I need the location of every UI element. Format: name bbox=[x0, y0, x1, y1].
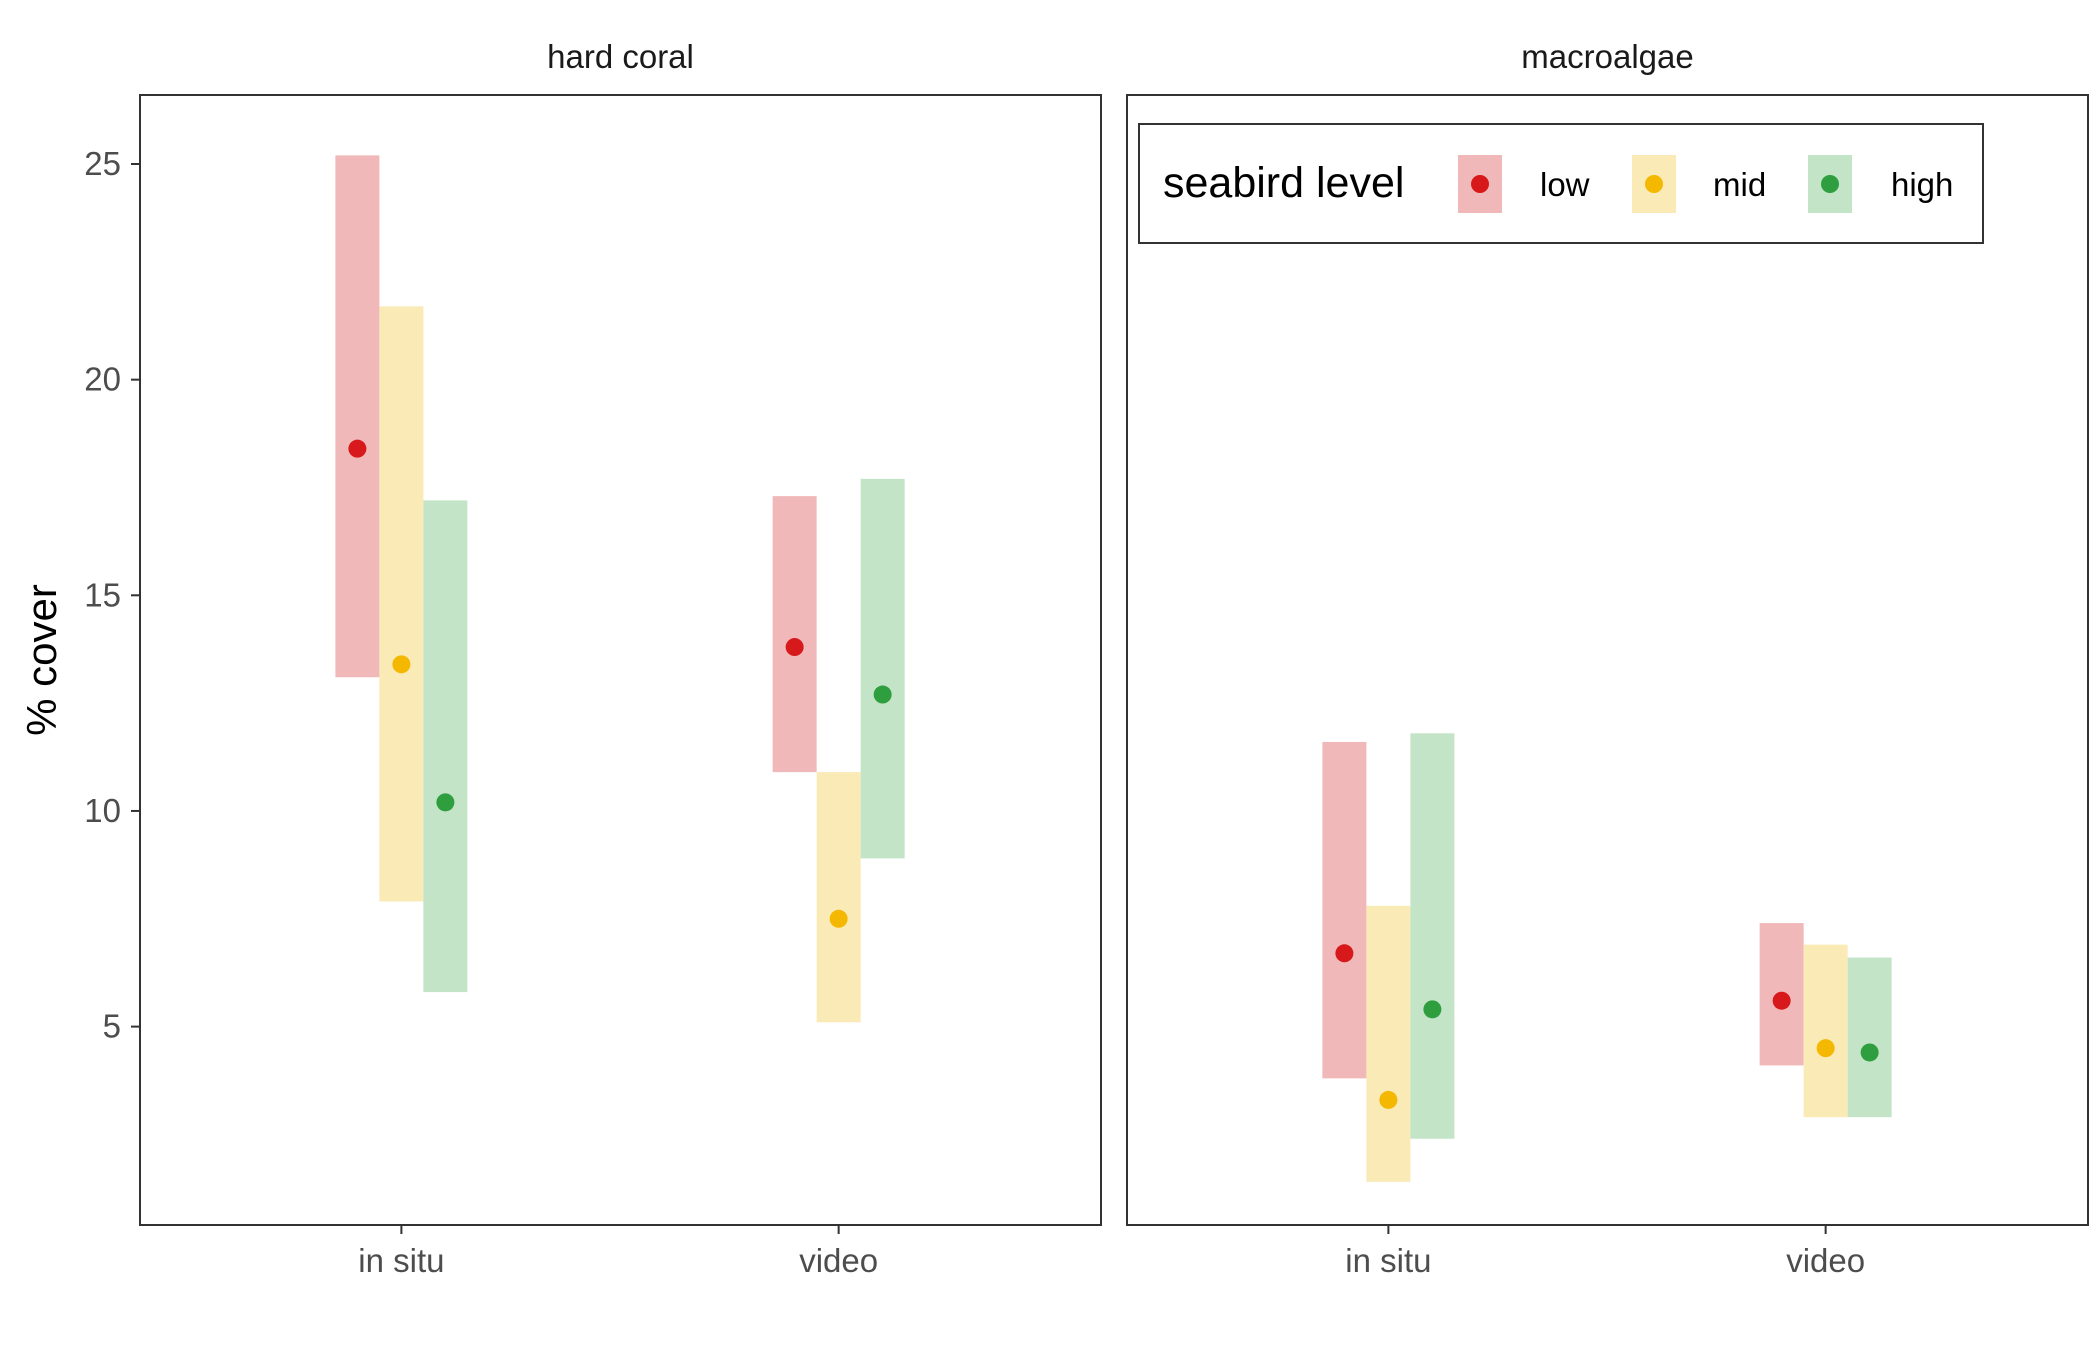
mean-point-macroalgae-in-situ-mid bbox=[1379, 1090, 1398, 1109]
interval-band-macroalgae-in-situ-high bbox=[1410, 733, 1455, 1139]
mean-point-hard-coral-in-situ-low bbox=[348, 439, 367, 458]
interval-band-hard-coral-video-low bbox=[772, 496, 817, 773]
interval-band-macroalgae-video-high bbox=[1847, 957, 1892, 1118]
panel-title-hard-coral: hard coral bbox=[547, 38, 694, 75]
x-tick-label-macroalgae-in-situ: in situ bbox=[1345, 1242, 1431, 1279]
x-tick-label-hard-coral-in-situ: in situ bbox=[358, 1242, 444, 1279]
legend-title: seabird level bbox=[1163, 159, 1404, 207]
panel-border-hard-coral bbox=[139, 94, 1102, 1226]
interval-band-hard-coral-in-situ-low bbox=[335, 155, 380, 678]
legend-key-point-high bbox=[1821, 175, 1839, 193]
interval-band-hard-coral-video-high bbox=[860, 478, 905, 859]
interval-band-macroalgae-in-situ-mid bbox=[1366, 905, 1411, 1182]
mean-point-hard-coral-video-high bbox=[873, 685, 892, 704]
y-axis-title: % cover bbox=[18, 584, 65, 736]
interval-band-macroalgae-video-mid bbox=[1803, 944, 1848, 1118]
mean-point-macroalgae-in-situ-high bbox=[1423, 1000, 1442, 1019]
legend-label-high: high bbox=[1891, 166, 1953, 203]
interval-band-hard-coral-in-situ-mid bbox=[379, 306, 424, 902]
y-tick-label-10: 10 bbox=[84, 792, 121, 829]
mean-point-hard-coral-in-situ-mid bbox=[392, 655, 411, 674]
mean-point-macroalgae-video-mid bbox=[1816, 1039, 1835, 1058]
legend-key-point-low bbox=[1471, 175, 1489, 193]
mean-point-hard-coral-video-low bbox=[785, 638, 804, 657]
legend-label-mid: mid bbox=[1713, 166, 1766, 203]
x-tick-label-macroalgae-video: video bbox=[1786, 1242, 1865, 1279]
panel-border-macroalgae bbox=[1126, 94, 2089, 1226]
interval-band-hard-coral-video-mid bbox=[816, 772, 861, 1023]
y-tick-label-5: 5 bbox=[103, 1008, 121, 1045]
legend-key-point-mid bbox=[1645, 175, 1663, 193]
y-tick-label-20: 20 bbox=[84, 361, 121, 398]
mean-point-macroalgae-in-situ-low bbox=[1335, 944, 1354, 963]
mean-point-macroalgae-video-high bbox=[1860, 1043, 1879, 1062]
interval-band-macroalgae-in-situ-low bbox=[1322, 741, 1367, 1079]
interval-band-hard-coral-in-situ-high bbox=[423, 500, 468, 993]
mean-point-macroalgae-video-low bbox=[1772, 991, 1791, 1010]
panel-title-macroalgae: macroalgae bbox=[1521, 38, 1693, 75]
y-tick-label-25: 25 bbox=[84, 145, 121, 182]
y-tick-label-15: 15 bbox=[84, 576, 121, 613]
legend-label-low: low bbox=[1540, 166, 1590, 203]
x-tick-label-hard-coral-video: video bbox=[799, 1242, 878, 1279]
mean-point-hard-coral-in-situ-high bbox=[436, 793, 455, 812]
mean-point-hard-coral-video-mid bbox=[829, 909, 848, 928]
